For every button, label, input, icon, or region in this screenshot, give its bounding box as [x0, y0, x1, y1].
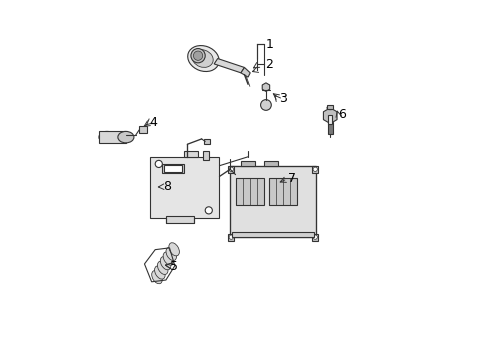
Ellipse shape	[326, 106, 333, 110]
Circle shape	[260, 100, 271, 111]
Ellipse shape	[168, 243, 179, 256]
Ellipse shape	[99, 131, 115, 143]
Circle shape	[190, 49, 205, 63]
Bar	[327, 122, 332, 134]
Text: 3: 3	[279, 92, 287, 105]
Text: 4: 4	[149, 116, 157, 129]
Bar	[203, 152, 208, 160]
Bar	[231, 232, 313, 237]
Text: 8: 8	[163, 180, 171, 193]
Ellipse shape	[151, 271, 162, 284]
Circle shape	[205, 207, 212, 214]
Bar	[328, 114, 331, 123]
Circle shape	[193, 51, 203, 60]
Text: 6: 6	[337, 108, 345, 121]
Bar	[228, 166, 233, 173]
Ellipse shape	[192, 50, 213, 67]
Ellipse shape	[157, 261, 167, 274]
Circle shape	[312, 167, 317, 171]
Bar	[164, 165, 182, 172]
Polygon shape	[99, 131, 125, 143]
Bar	[268, 178, 297, 205]
Bar	[228, 234, 233, 241]
Circle shape	[312, 235, 317, 239]
Bar	[312, 166, 317, 173]
Circle shape	[229, 235, 233, 239]
Polygon shape	[214, 59, 244, 73]
Ellipse shape	[187, 46, 219, 72]
Bar	[231, 166, 239, 173]
Circle shape	[229, 167, 233, 171]
Polygon shape	[323, 108, 336, 123]
Text: 7: 7	[287, 172, 295, 185]
Bar	[183, 152, 198, 157]
Bar	[241, 161, 255, 166]
Ellipse shape	[118, 131, 134, 143]
Bar	[230, 166, 315, 237]
Bar	[326, 105, 333, 109]
Ellipse shape	[163, 252, 173, 265]
Bar	[235, 178, 264, 205]
Ellipse shape	[154, 266, 165, 279]
Bar	[312, 234, 317, 241]
Text: 1: 1	[264, 39, 272, 51]
Ellipse shape	[160, 257, 170, 270]
Text: 5: 5	[170, 260, 178, 273]
Bar	[139, 126, 147, 133]
Bar	[165, 216, 194, 223]
Ellipse shape	[165, 247, 176, 261]
Polygon shape	[149, 157, 219, 217]
Text: 2: 2	[264, 58, 272, 71]
Circle shape	[155, 160, 162, 167]
Polygon shape	[262, 83, 269, 91]
Bar	[204, 139, 209, 144]
Polygon shape	[241, 67, 250, 77]
Bar	[264, 161, 278, 166]
Bar	[162, 164, 183, 173]
